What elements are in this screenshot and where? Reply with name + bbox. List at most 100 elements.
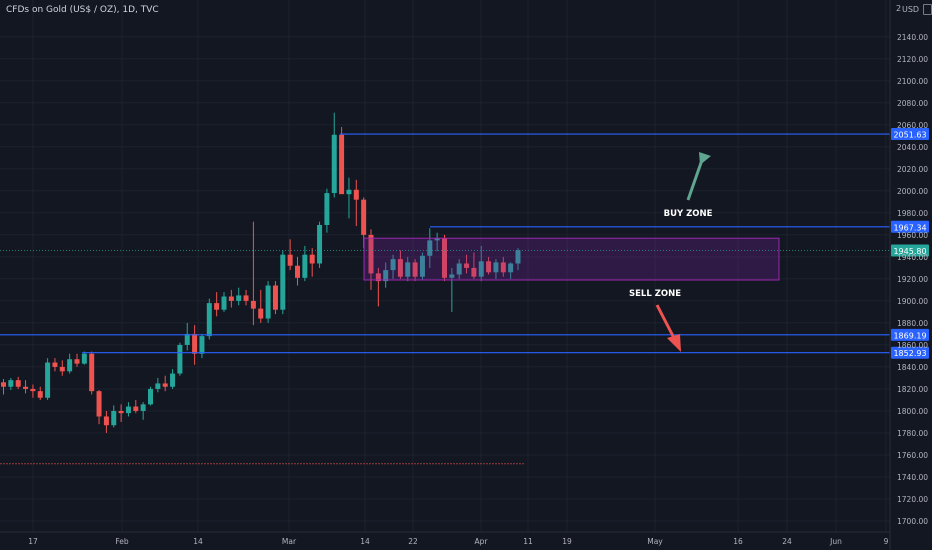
- candle-body: [89, 353, 95, 392]
- candle-body: [368, 234, 374, 274]
- x-tick-label: 24: [782, 537, 792, 546]
- y-tick-label: 1760.00: [897, 451, 928, 460]
- x-tick-label: Mar: [282, 537, 297, 546]
- candle-body: [471, 267, 477, 277]
- candle-body: [15, 380, 21, 387]
- y-tick-label: 1740.00: [897, 473, 928, 482]
- candle-body: [23, 386, 29, 389]
- candle-body: [96, 391, 102, 417]
- y-tick-label: 2020.00: [897, 165, 928, 174]
- candle-body: [361, 199, 367, 235]
- price-label-box: [891, 128, 929, 141]
- candle-body: [375, 273, 381, 282]
- candle-body: [111, 410, 117, 426]
- y-tick-label: 1980.00: [897, 209, 928, 218]
- x-tick-label: 11: [523, 537, 533, 546]
- y-tick-label: 2080.00: [897, 99, 928, 108]
- y-tick-label: 1820.00: [897, 385, 928, 394]
- x-tick-label: Jun: [829, 537, 842, 546]
- candle-body: [236, 295, 242, 301]
- y-tick-label: 1840.00: [897, 363, 928, 372]
- y-tick-label: 2000.00: [897, 187, 928, 196]
- candle-body: [515, 250, 521, 264]
- candle-body: [353, 189, 359, 200]
- candle-body: [405, 262, 411, 277]
- candle-body: [125, 406, 131, 414]
- y-tick-label: 1800.00: [897, 407, 928, 416]
- price-label-box: [891, 328, 929, 341]
- candle-body: [339, 134, 345, 195]
- x-tick-label: 22: [408, 537, 418, 546]
- candle-body: [103, 416, 109, 426]
- price-label-box: [891, 220, 929, 233]
- candle-body: [162, 383, 168, 387]
- y-tick-label: 2100.00: [897, 77, 928, 86]
- candle-body: [155, 383, 161, 389]
- candle-body: [478, 261, 484, 277]
- x-tick-label: 14: [193, 537, 203, 546]
- candle-body: [228, 296, 234, 301]
- candle-body: [508, 263, 514, 273]
- candle-body: [221, 296, 227, 310]
- candle-body: [390, 259, 396, 271]
- x-tick-label: 16: [733, 537, 743, 546]
- price-label-text: 1967.34: [893, 223, 926, 232]
- candle-body: [500, 262, 506, 273]
- candle-body: [1, 382, 6, 387]
- candle-body: [140, 404, 146, 411]
- candle-body: [272, 285, 278, 310]
- candle-body: [346, 189, 352, 195]
- candle-body: [442, 238, 447, 278]
- candle-body: [177, 344, 183, 374]
- candle-body: [243, 295, 249, 301]
- currency-lock-icon[interactable]: [923, 4, 932, 15]
- candle-body: [486, 261, 492, 273]
- candle-body: [148, 388, 153, 405]
- candle-body: [449, 274, 455, 278]
- candle-body: [8, 380, 14, 387]
- candle-body: [456, 263, 462, 275]
- candle-body: [214, 303, 220, 310]
- sell-arrow-head: [667, 334, 681, 352]
- candle-body: [59, 366, 65, 372]
- candle-body: [81, 353, 87, 364]
- y-tick-label: 2060.00: [897, 121, 928, 130]
- y-tick-label: 1940.00: [897, 253, 928, 262]
- currency-label[interactable]: USD: [902, 5, 920, 14]
- y-tick-label: 1860.00: [897, 341, 928, 350]
- candle-body: [287, 254, 293, 266]
- candle-body: [427, 240, 433, 256]
- candle-body: [412, 262, 418, 277]
- y-tick-label: 1880.00: [897, 319, 928, 328]
- x-tick-label: May: [647, 537, 663, 546]
- buy-arrow-shaft: [686, 159, 704, 201]
- candle-body: [118, 410, 124, 414]
- x-tick-label: Feb: [115, 537, 129, 546]
- y-tick-label: 1720.00: [897, 495, 928, 504]
- candle-body: [331, 134, 337, 194]
- y-tick-label: 1900.00: [897, 297, 928, 306]
- sell-arrow-shaft: [655, 304, 676, 339]
- x-tick-label: 9: [884, 537, 889, 546]
- y-tick-label: 2120.00: [897, 55, 928, 64]
- candle-body: [52, 362, 58, 367]
- candle-body: [302, 254, 308, 278]
- x-tick-label: 19: [562, 537, 572, 546]
- price-label-text: 1852.93: [893, 349, 926, 358]
- last-price-box: [891, 244, 929, 257]
- last-price-text: 1945.80: [893, 247, 926, 256]
- candles: [1, 112, 521, 433]
- candle-body: [184, 333, 190, 345]
- candle-body: [309, 254, 315, 264]
- candle-body: [434, 238, 440, 241]
- candle-body: [74, 359, 80, 364]
- zone-annotation: BUY ZONE: [664, 209, 713, 219]
- candle-body: [493, 262, 499, 273]
- candle-body: [192, 333, 198, 354]
- price-label-box: [891, 346, 929, 359]
- buy-arrow-head: [699, 152, 711, 165]
- x-tick-label: Apr: [475, 537, 489, 546]
